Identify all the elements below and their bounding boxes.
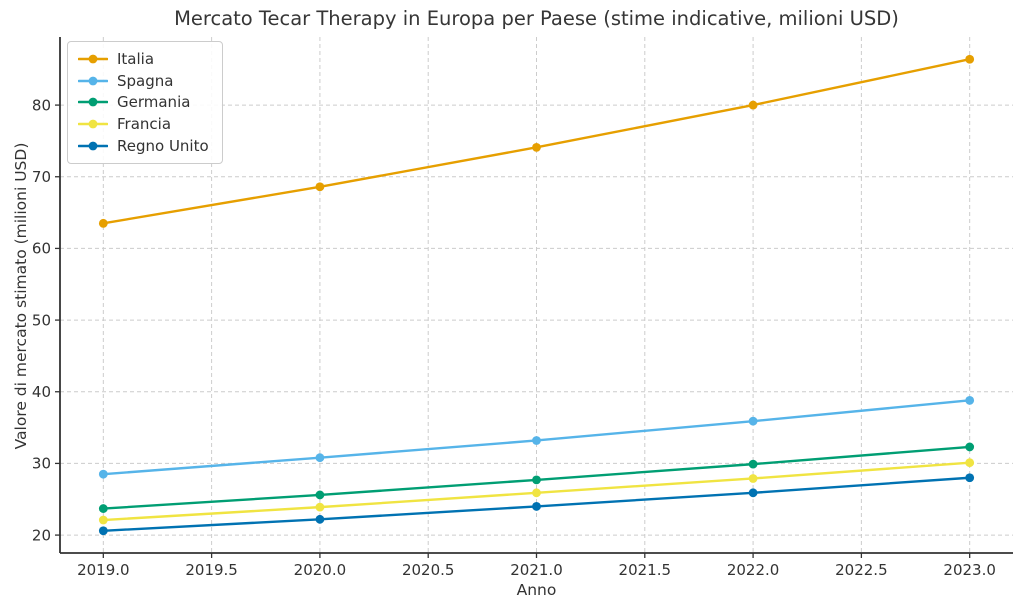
legend-item-spagna: Spagna <box>78 70 209 92</box>
x-tick-label: 2021.0 <box>510 561 563 579</box>
series-francia <box>98 458 975 525</box>
data-point-regno-unito <box>532 502 541 511</box>
legend-label: Spagna <box>117 71 174 90</box>
data-point-spagna <box>748 416 758 426</box>
data-point-regno-unito <box>315 514 325 524</box>
legend-item-germania: Germania <box>78 92 209 114</box>
legend-line-marker-icon <box>78 98 108 107</box>
y-tick-label: 70 <box>32 168 51 186</box>
y-tick-label: 20 <box>32 526 51 544</box>
x-tick-label: 2023.0 <box>943 561 996 579</box>
data-point-francia <box>315 502 325 512</box>
x-tick-label: 2019.5 <box>185 561 238 579</box>
tick-marks <box>55 104 971 558</box>
data-point-italia <box>98 218 108 228</box>
legend-line-marker-icon <box>78 76 108 86</box>
data-point-germania <box>315 490 325 500</box>
data-point-francia <box>532 488 541 498</box>
data-point-italia <box>315 182 325 192</box>
series-spagna <box>98 395 975 479</box>
series-germania <box>98 442 975 513</box>
data-point-francia <box>98 515 108 525</box>
x-tick-label: 2020.0 <box>294 561 347 579</box>
series-regno-unito <box>98 473 975 536</box>
y-tick-label: 40 <box>32 383 51 401</box>
data-point-regno-unito <box>98 526 108 536</box>
legend-item-italia: Italia <box>78 48 209 70</box>
x-tick-label: 2022.5 <box>835 561 888 579</box>
legend-line-marker-icon <box>78 119 108 129</box>
x-tick-label: 2022.0 <box>727 561 780 579</box>
y-tick-label: 60 <box>32 240 51 258</box>
data-point-germania <box>748 459 758 469</box>
data-point-regno-unito <box>965 473 975 483</box>
data-point-germania <box>965 442 975 452</box>
y-axis-label-text: Valore di mercato stimato (milioni USD) <box>12 142 30 450</box>
data-point-italia <box>532 142 541 152</box>
data-point-spagna <box>315 453 325 463</box>
data-point-italia <box>748 100 758 110</box>
legend-item-francia: Francia <box>78 113 209 135</box>
legend-label: Regno Unito <box>117 137 209 156</box>
y-tick-label: 80 <box>32 96 51 114</box>
legend-line-marker-icon <box>78 141 108 151</box>
legend-label: Italia <box>117 49 155 68</box>
series-italia <box>98 54 975 228</box>
data-point-spagna <box>532 436 541 445</box>
legend-line-marker-icon <box>78 54 108 64</box>
data-point-germania <box>532 475 541 485</box>
y-tick-label: 30 <box>32 455 51 473</box>
x-axis-label: Anno <box>516 581 557 599</box>
x-tick-label: 2021.5 <box>619 561 672 579</box>
chart-legend: Italia Spagna Germania Francia Regno Unito <box>67 41 223 164</box>
data-point-italia <box>965 54 975 64</box>
tick-labels: 2019.0 2019.5 2020.0 2020.5 2021.0 2021.5 2022… <box>32 96 996 579</box>
x-tick-label: 2019.0 <box>77 561 130 579</box>
x-tick-label: 2020.5 <box>402 561 455 579</box>
data-point-regno-unito <box>748 488 758 498</box>
data-point-francia <box>965 458 975 468</box>
legend-label: Francia <box>117 115 172 134</box>
y-tick-label: 50 <box>32 311 51 329</box>
legend-item-regno-unito: Regno Unito <box>78 135 209 157</box>
chart-title: Mercato Tecar Therapy in Europa per Paes… <box>174 7 899 30</box>
data-point-spagna <box>98 469 108 479</box>
data-point-germania <box>98 504 108 513</box>
data-point-francia <box>748 474 758 483</box>
data-point-spagna <box>965 395 975 405</box>
legend-label: Germania <box>117 93 191 112</box>
